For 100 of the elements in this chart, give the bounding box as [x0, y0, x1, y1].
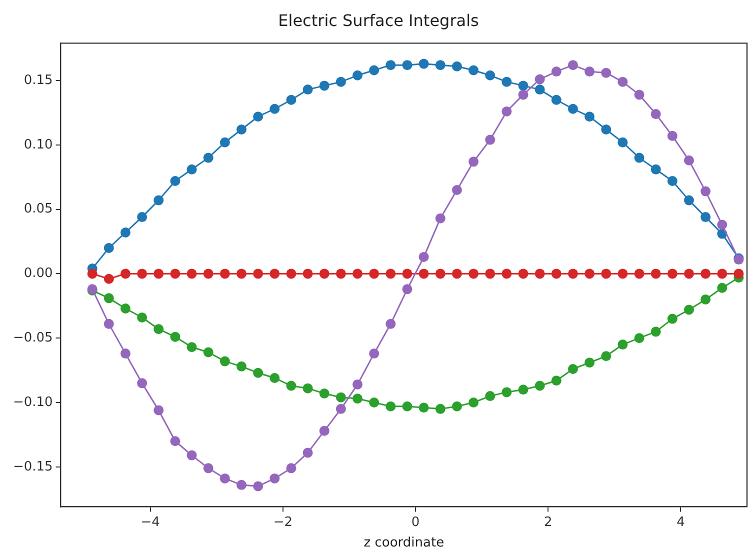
point [618, 340, 628, 350]
point [485, 268, 496, 279]
point [120, 228, 130, 238]
point [518, 80, 528, 91]
point [468, 156, 479, 167]
point [319, 388, 330, 398]
point [435, 268, 446, 279]
point [220, 473, 230, 484]
point [203, 347, 214, 358]
point [319, 268, 330, 279]
point [518, 268, 528, 279]
point [186, 268, 197, 279]
point [601, 124, 612, 134]
point [352, 70, 363, 80]
x-axis-title: z coordinate [364, 536, 444, 551]
point [302, 448, 313, 458]
point [684, 268, 694, 279]
point [220, 137, 230, 148]
point [418, 58, 429, 69]
point [418, 252, 429, 262]
point [270, 373, 280, 384]
point [369, 268, 380, 279]
point [120, 348, 130, 359]
point [568, 60, 578, 70]
point [634, 333, 644, 344]
point [634, 152, 644, 163]
point [120, 303, 130, 314]
point [253, 368, 264, 378]
point [302, 268, 313, 279]
y-tick-label: −0.05 [12, 330, 53, 346]
point [87, 268, 98, 279]
point [336, 268, 346, 279]
point [302, 84, 313, 95]
point [137, 312, 148, 322]
point [568, 268, 578, 279]
point [584, 66, 595, 77]
point [534, 74, 545, 84]
point [584, 112, 595, 122]
point [667, 176, 678, 186]
point [154, 405, 164, 416]
point [186, 342, 197, 352]
point [551, 66, 562, 77]
y-tick-label: 0.00 [24, 266, 53, 282]
point [518, 384, 528, 395]
point [618, 76, 628, 87]
point [286, 463, 296, 474]
point [154, 195, 164, 206]
point [402, 268, 412, 279]
point [286, 380, 296, 391]
point [700, 294, 711, 304]
point [534, 380, 545, 391]
point [170, 436, 180, 446]
point [236, 480, 246, 490]
point [468, 65, 479, 76]
point [418, 402, 429, 413]
point [104, 293, 114, 304]
point [435, 60, 446, 70]
y-tick-label: 0.15 [24, 72, 53, 88]
point [435, 213, 446, 224]
point [203, 268, 214, 279]
point [667, 130, 678, 141]
point [584, 268, 595, 279]
point [137, 378, 148, 388]
point [186, 450, 197, 460]
point [684, 304, 694, 315]
point [402, 284, 412, 294]
point [369, 397, 380, 408]
point [369, 348, 380, 359]
point [137, 212, 148, 222]
point [104, 318, 114, 329]
point [700, 186, 711, 196]
point [618, 137, 628, 148]
point [270, 268, 280, 279]
y-tick-label: −0.15 [12, 459, 53, 474]
point [203, 463, 214, 474]
point [452, 401, 462, 412]
point [302, 383, 313, 394]
point [352, 379, 363, 390]
point [485, 70, 496, 80]
point [700, 268, 711, 279]
point [634, 268, 644, 279]
point [220, 268, 230, 279]
point [618, 268, 628, 279]
point [502, 387, 512, 398]
point [568, 104, 578, 114]
point [534, 84, 545, 95]
point [336, 404, 346, 414]
x-tick-label: −2 [273, 514, 293, 530]
point [186, 164, 197, 174]
point [236, 361, 246, 372]
point [485, 391, 496, 402]
point [584, 358, 595, 368]
point [734, 268, 744, 279]
point [386, 60, 396, 70]
point [601, 68, 612, 78]
point [120, 268, 130, 279]
point [104, 274, 114, 284]
point [502, 106, 512, 116]
point [650, 109, 661, 120]
point [684, 155, 694, 166]
